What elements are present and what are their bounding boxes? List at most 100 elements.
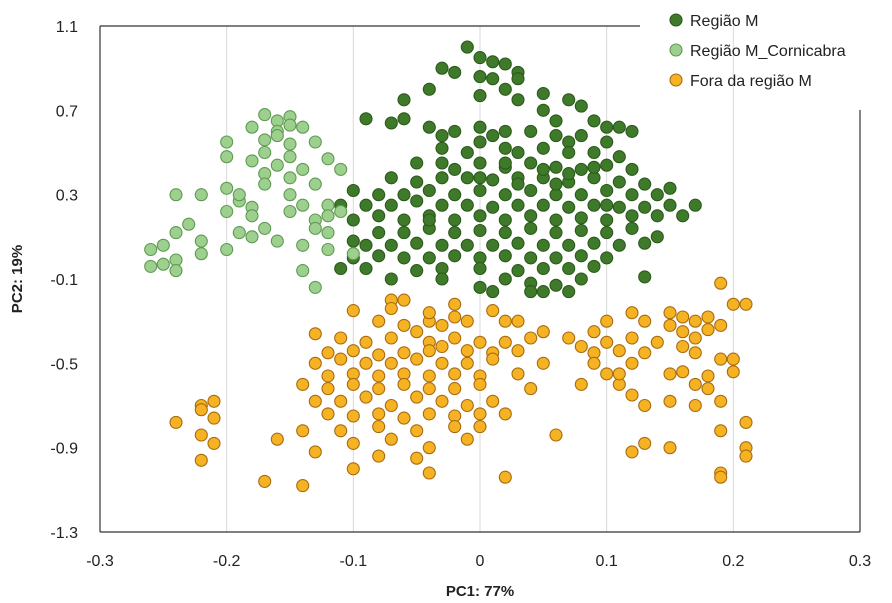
data-point-series-1: [587, 236, 601, 250]
data-point-series-1: [498, 272, 512, 286]
data-point-series-1: [524, 183, 538, 198]
data-point-series-1: [587, 198, 601, 212]
data-point-series-1: [549, 278, 563, 292]
data-point-series-3: [422, 441, 436, 455]
data-point-series-1: [574, 249, 588, 263]
data-point-series-3: [473, 335, 487, 349]
data-point-series-1: [612, 175, 626, 189]
data-point-series-1: [587, 259, 601, 273]
data-point-series-2: [232, 188, 246, 202]
data-point-series-3: [397, 411, 411, 425]
data-point-series-1: [612, 150, 626, 164]
data-point-series-3: [714, 318, 728, 332]
data-point-series-1: [498, 249, 512, 263]
data-point-series-3: [701, 323, 715, 337]
data-point-series-1: [600, 198, 614, 212]
data-point-series-3: [448, 382, 462, 396]
data-point-series-3: [435, 318, 449, 332]
data-point-series-1: [448, 249, 462, 263]
data-point-series-3: [562, 331, 576, 345]
data-point-series-1: [498, 213, 512, 227]
data-point-series-3: [296, 479, 310, 493]
data-point-series-3: [638, 346, 652, 360]
data-point-series-1: [448, 65, 462, 79]
x-axis-title: PC1: 77%: [446, 583, 514, 600]
data-point-series-3: [663, 441, 677, 455]
data-point-series-1: [486, 238, 500, 252]
data-point-series-3: [397, 346, 411, 360]
data-point-series-1: [473, 89, 487, 103]
data-point-series-3: [726, 365, 740, 379]
data-point-series-3: [422, 344, 436, 358]
data-point-series-3: [726, 297, 740, 311]
data-point-series-3: [625, 356, 639, 370]
x-tick-labels: -0.3 -0.2 -0.1 0 0.1 0.2 0.3: [86, 553, 871, 570]
data-point-series-3: [372, 369, 386, 383]
data-point-series-3: [308, 445, 322, 459]
data-point-series-3: [384, 301, 398, 316]
data-point-series-1: [397, 251, 411, 265]
data-point-series-3: [435, 394, 449, 408]
data-point-series-3: [676, 310, 690, 324]
data-point-series-2: [245, 209, 259, 223]
data-point-series-2: [169, 226, 183, 240]
data-point-series-3: [308, 356, 322, 370]
data-point-series-1: [346, 183, 360, 198]
y-tick-label: -0.5: [50, 356, 78, 373]
data-point-series-2: [296, 264, 310, 278]
data-point-series-3: [714, 394, 728, 408]
data-point-series-3: [714, 470, 728, 484]
y-tick-label: 0.7: [56, 103, 78, 120]
data-point-series-1: [511, 198, 525, 212]
data-point-series-3: [372, 407, 386, 421]
data-point-series-2: [283, 204, 297, 219]
data-point-series-2: [258, 177, 272, 191]
data-point-series-1: [422, 251, 436, 265]
data-point-series-3: [486, 394, 500, 408]
data-point-series-1: [384, 272, 398, 286]
data-point-series-1: [612, 200, 626, 214]
data-point-series-1: [650, 209, 664, 223]
data-point-series-3: [397, 293, 411, 307]
data-point-series-1: [612, 238, 626, 252]
data-point-series-3: [676, 365, 690, 379]
data-point-series-1: [600, 251, 614, 265]
data-point-series-1: [435, 129, 449, 143]
data-point-series-1: [574, 99, 588, 113]
y-tick-label: -0.9: [50, 441, 78, 458]
data-point-series-1: [574, 188, 588, 202]
data-point-series-3: [612, 344, 626, 358]
data-point-series-3: [422, 306, 436, 320]
data-point-series-1: [536, 238, 550, 252]
data-point-series-2: [346, 247, 360, 261]
data-point-series-1: [625, 124, 639, 138]
x-tick-label: 0.3: [849, 553, 871, 570]
data-point-series-3: [397, 318, 411, 332]
data-point-series-1: [346, 234, 360, 248]
data-point-series-1: [422, 120, 436, 134]
data-point-series-1: [524, 209, 538, 223]
data-point-series-1: [498, 141, 512, 155]
data-point-series-2: [270, 158, 284, 172]
legend-marker: [669, 73, 683, 87]
data-point-series-3: [638, 436, 652, 450]
data-point-series-3: [194, 428, 208, 442]
data-point-series-2: [220, 181, 234, 195]
data-point-series-3: [524, 331, 538, 345]
data-point-series-2: [283, 188, 297, 202]
legend-marker: [669, 43, 683, 57]
data-point-series-3: [334, 394, 348, 408]
data-point-series-1: [372, 209, 386, 223]
data-point-series-3: [372, 382, 386, 396]
data-point-series-3: [194, 403, 208, 417]
data-point-series-1: [498, 124, 512, 138]
data-point-series-3: [296, 424, 310, 438]
data-point-series-2: [283, 150, 297, 164]
y-axis-title: PC2: 19%: [9, 245, 26, 313]
legend-label: Fora da região M: [690, 73, 812, 90]
data-point-series-3: [536, 325, 550, 339]
data-point-series-1: [524, 124, 538, 138]
data-point-series-3: [207, 436, 221, 450]
data-point-series-1: [473, 135, 487, 149]
data-point-series-1: [384, 238, 398, 252]
